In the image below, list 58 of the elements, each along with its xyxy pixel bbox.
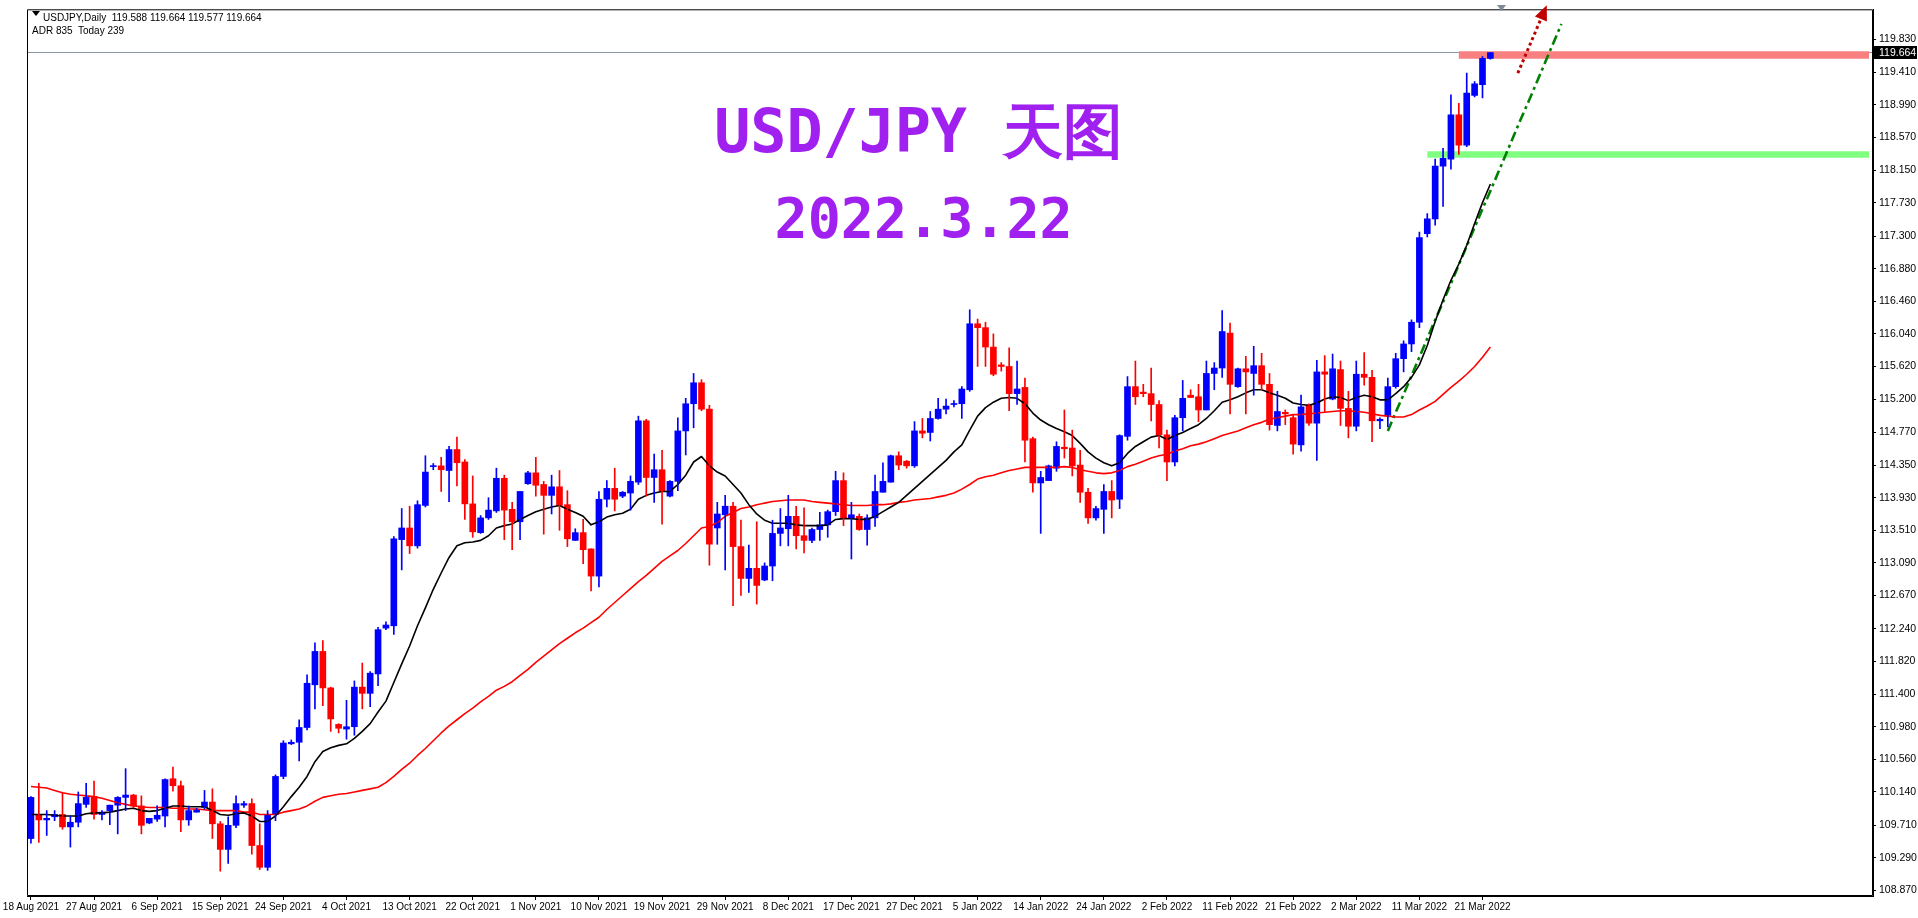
y-tick-label: 111.400 xyxy=(1879,687,1916,700)
x-tick-label: 18 Aug 2021 xyxy=(2,900,60,912)
x-tick-label: 24 Sep 2021 xyxy=(255,900,313,912)
ref-line-label: 119.664 xyxy=(1879,45,1917,58)
x-tick-label: 4 Oct 2021 xyxy=(322,900,372,912)
y-tick-label: 115.620 xyxy=(1879,359,1917,372)
x-tick-label: 14 Jan 2022 xyxy=(1013,900,1069,912)
y-tick-label: 110.560 xyxy=(1879,752,1917,765)
y-tick-label: 118.570 xyxy=(1879,130,1917,143)
candlestick xyxy=(429,463,437,471)
x-tick-label: 6 Sep 2021 xyxy=(131,900,184,912)
y-tick-label: 111.820 xyxy=(1879,654,1916,667)
x-tick-label: 1 Nov 2021 xyxy=(510,900,562,912)
y-tick-label: 109.290 xyxy=(1879,850,1918,863)
x-tick-label: 27 Aug 2021 xyxy=(65,900,123,912)
x-tick-label: 21 Mar 2022 xyxy=(1454,900,1512,912)
x-tick-label: 17 Dec 2021 xyxy=(823,900,881,912)
x-tick-label: 27 Dec 2021 xyxy=(886,900,944,912)
y-tick-label: 119.410 xyxy=(1879,65,1917,78)
annotation: ADR 835 Today 239 xyxy=(32,25,125,37)
y-tick-label: 117.300 xyxy=(1879,228,1917,241)
y-tick-label: 117.730 xyxy=(1879,195,1917,208)
x-tick-label: 21 Feb 2022 xyxy=(1265,900,1322,912)
y-tick-label: 108.870 xyxy=(1879,883,1918,896)
y-tick-label: 114.350 xyxy=(1879,457,1917,470)
y-tick-label: 119.830 xyxy=(1879,32,1917,45)
annotation: USDJPY,Daily 119.588 119.664 119.577 119.664 xyxy=(43,12,263,24)
y-tick-label: 118.990 xyxy=(1879,97,1917,110)
y-tick-label: 116.880 xyxy=(1879,261,1917,274)
x-tick-label: 8 Dec 2021 xyxy=(762,900,815,912)
y-tick-label: 109.710 xyxy=(1879,818,1918,831)
x-tick-label: 15 Sep 2021 xyxy=(191,900,250,912)
y-tick-label: 113.510 xyxy=(1879,523,1917,536)
y-tick-label: 118.150 xyxy=(1879,162,1917,175)
y-tick-label: 116.040 xyxy=(1879,326,1917,339)
y-tick-label: 113.930 xyxy=(1879,490,1917,503)
x-tick-label: 2 Mar 2022 xyxy=(1330,900,1383,912)
x-tick-label: 19 Nov 2021 xyxy=(633,900,691,912)
y-tick-label: 114.770 xyxy=(1879,425,1917,438)
y-tick-label: 113.090 xyxy=(1879,555,1917,568)
text: USD/JPY 天图 xyxy=(714,96,1124,167)
x-tick-label: 5 Jan 2022 xyxy=(952,900,1003,912)
line-series xyxy=(1386,22,1563,433)
x-tick-label: 29 Nov 2021 xyxy=(696,900,754,912)
x-tick-label: 11 Feb 2022 xyxy=(1202,900,1259,912)
text: 2022.3.22 xyxy=(774,186,1073,251)
y-tick-label: 110.980 xyxy=(1879,719,1917,732)
y-tick-label: 112.670 xyxy=(1879,588,1917,601)
x-tick-label: 2 Feb 2022 xyxy=(1141,900,1193,912)
x-tick-label: 24 Jan 2022 xyxy=(1076,900,1132,912)
x-tick-label: 13 Oct 2021 xyxy=(382,900,438,912)
y-tick-label: 110.140 xyxy=(1879,784,1917,797)
y-tick-label: 115.200 xyxy=(1879,391,1917,404)
x-tick-label: 11 Mar 2022 xyxy=(1391,900,1448,912)
x-tick-label: 22 Oct 2021 xyxy=(445,900,501,912)
x-tick-label: 10 Nov 2021 xyxy=(570,900,628,912)
y-tick-label: 116.460 xyxy=(1879,294,1917,307)
y-tick-label: 112.240 xyxy=(1879,621,1917,634)
